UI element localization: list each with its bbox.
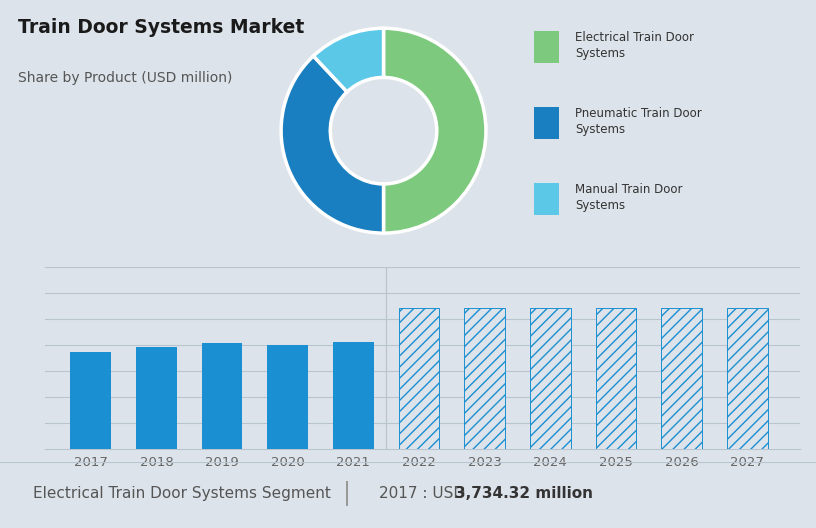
Bar xyxy=(333,342,374,449)
Bar xyxy=(268,345,308,449)
Text: 2017 : USD: 2017 : USD xyxy=(379,486,471,501)
Bar xyxy=(70,352,111,449)
Bar xyxy=(202,343,242,449)
Bar xyxy=(534,107,559,139)
Text: 3,734.32 million: 3,734.32 million xyxy=(455,486,592,501)
Text: Pneumatic Train Door
Systems: Pneumatic Train Door Systems xyxy=(575,107,703,136)
Text: |: | xyxy=(343,481,351,506)
Bar xyxy=(464,308,505,449)
Text: Share by Product (USD million): Share by Product (USD million) xyxy=(18,71,233,86)
Bar xyxy=(727,308,768,449)
Text: Electrical Train Door Systems Segment: Electrical Train Door Systems Segment xyxy=(33,486,330,501)
Text: Electrical Train Door
Systems: Electrical Train Door Systems xyxy=(575,31,694,60)
Text: Train Door Systems Market: Train Door Systems Market xyxy=(18,18,304,37)
Bar xyxy=(530,308,570,449)
Bar xyxy=(534,183,559,215)
Wedge shape xyxy=(384,28,486,233)
Bar xyxy=(596,308,636,449)
Bar xyxy=(136,347,177,449)
Wedge shape xyxy=(313,28,384,92)
Bar xyxy=(661,308,702,449)
Bar xyxy=(399,308,439,449)
Wedge shape xyxy=(281,56,384,233)
Text: Manual Train Door
Systems: Manual Train Door Systems xyxy=(575,183,683,212)
Bar xyxy=(534,31,559,63)
